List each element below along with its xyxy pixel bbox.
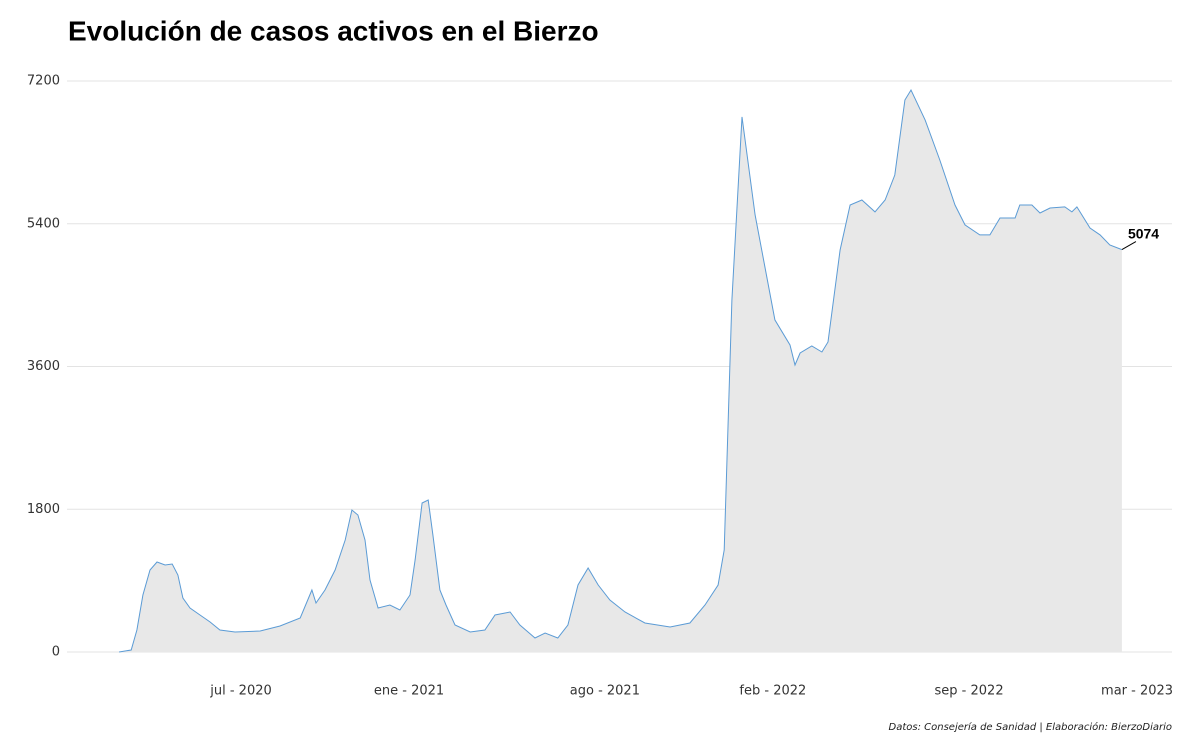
x-tick-label: sep - 2022 — [935, 684, 1004, 699]
x-tick-label: feb - 2022 — [739, 684, 806, 699]
end-label: 5074 — [1128, 225, 1159, 241]
y-tick-label: 5400 — [27, 216, 60, 231]
x-tick-label: ago - 2021 — [570, 684, 640, 699]
y-tick-label: 1800 — [27, 502, 60, 517]
x-tick-label: ene - 2021 — [374, 684, 444, 699]
y-tick-label: 0 — [52, 645, 60, 660]
source: Datos: Consejería de Sanidad | Elaboraci… — [889, 721, 1172, 733]
y-tick-label: 3600 — [27, 359, 60, 374]
y-tick-label: 7200 — [27, 74, 60, 89]
chart-title: Evolución de casos activos en el Bierzo — [68, 15, 599, 46]
x-tick-label: mar - 2023 — [1101, 684, 1173, 699]
end-leader — [1121, 241, 1137, 251]
line — [119, 88, 1123, 653]
area — [119, 90, 1122, 652]
x-tick-label: jul - 2020 — [209, 684, 272, 699]
